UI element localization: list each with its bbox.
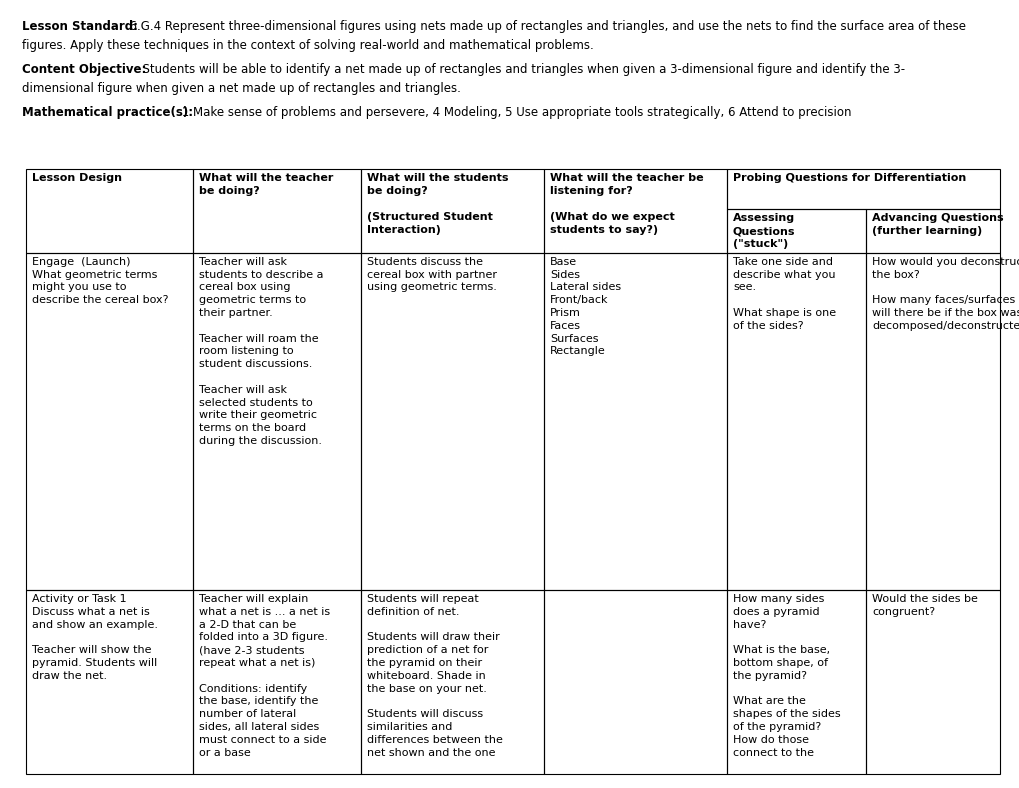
Text: Content Objective:: Content Objective:	[22, 63, 147, 76]
Text: Students will be able to identify a net made up of rectangles and triangles when: Students will be able to identify a net …	[135, 63, 904, 76]
Text: figures. Apply these techniques in the context of solving real-world and mathema: figures. Apply these techniques in the c…	[22, 39, 594, 51]
Text: Teacher will explain
what a net is ... a net is
a 2-D that can be
folded into a : Teacher will explain what a net is ... a…	[199, 594, 330, 757]
Text: 6.G.4 Represent three-dimensional figures using nets made up of rectangles and t: 6.G.4 Represent three-dimensional figure…	[122, 20, 965, 32]
Text: Students will repeat
definition of net.

Students will draw their
prediction of : Students will repeat definition of net. …	[367, 594, 502, 757]
Bar	[727, 169, 999, 210]
Text: How many sides
does a pyramid
have?

What is the base,
bottom shape, of
the pyra: How many sides does a pyramid have? What…	[733, 594, 840, 757]
Text: Probing Questions for Differentiation: Probing Questions for Differentiation	[733, 173, 965, 184]
Text: Teacher will ask
students to describe a
cereal box using
geometric terms to
thei: Teacher will ask students to describe a …	[199, 257, 323, 446]
Bar	[193, 169, 361, 253]
Text: How would you deconstruct
the box?

How many faces/surfaces
will there be if the: How would you deconstruct the box? How m…	[871, 257, 1019, 331]
Bar	[25, 590, 193, 774]
Text: Base
Sides
Lateral sides
Front/back
Prism
Faces
Surfaces
Rectangle: Base Sides Lateral sides Front/back Pris…	[549, 257, 621, 356]
Bar	[865, 253, 999, 590]
Text: Advancing Questions
(further learning): Advancing Questions (further learning)	[871, 214, 1003, 236]
Bar	[193, 590, 361, 774]
Text: What will the teacher be
listening for?

(What do we expect
students to say?): What will the teacher be listening for? …	[549, 173, 703, 235]
Text: Lesson Standard:: Lesson Standard:	[22, 20, 139, 32]
Bar	[727, 210, 865, 253]
Text: 1 Make sense of problems and persevere, 4 Modeling, 5 Use appropriate tools stra: 1 Make sense of problems and persevere, …	[178, 106, 851, 119]
Text: Would the sides be
congruent?: Would the sides be congruent?	[871, 594, 977, 617]
Bar	[727, 253, 865, 590]
Bar	[361, 169, 543, 253]
Bar	[865, 590, 999, 774]
Bar	[25, 253, 193, 590]
Text: Activity or Task 1
Discuss what a net is
and show an example.

Teacher will show: Activity or Task 1 Discuss what a net is…	[32, 594, 158, 681]
Text: Mathematical practice(s):: Mathematical practice(s):	[22, 106, 194, 119]
Text: Assessing
Questions
("stuck"): Assessing Questions ("stuck")	[733, 214, 795, 249]
Text: Students discuss the
cereal box with partner
using geometric terms.: Students discuss the cereal box with par…	[367, 257, 496, 292]
Bar	[543, 253, 727, 590]
Text: Lesson Design: Lesson Design	[32, 173, 121, 184]
Bar	[25, 169, 193, 253]
Bar	[543, 169, 727, 253]
Bar	[361, 253, 543, 590]
Text: dimensional figure when given a net made up of rectangles and triangles.: dimensional figure when given a net made…	[22, 82, 461, 95]
Bar	[361, 590, 543, 774]
Bar	[865, 210, 999, 253]
Text: What will the teacher
be doing?: What will the teacher be doing?	[199, 173, 333, 196]
Text: Take one side and
describe what you
see.

What shape is one
of the sides?: Take one side and describe what you see.…	[733, 257, 836, 331]
Text: What will the students
be doing?

(Structured Student
Interaction): What will the students be doing? (Struct…	[367, 173, 507, 235]
Bar	[543, 590, 727, 774]
Bar	[727, 590, 865, 774]
Bar	[193, 253, 361, 590]
Text: Engage  (Launch)
What geometric terms
might you use to
describe the cereal box?: Engage (Launch) What geometric terms mig…	[32, 257, 168, 305]
